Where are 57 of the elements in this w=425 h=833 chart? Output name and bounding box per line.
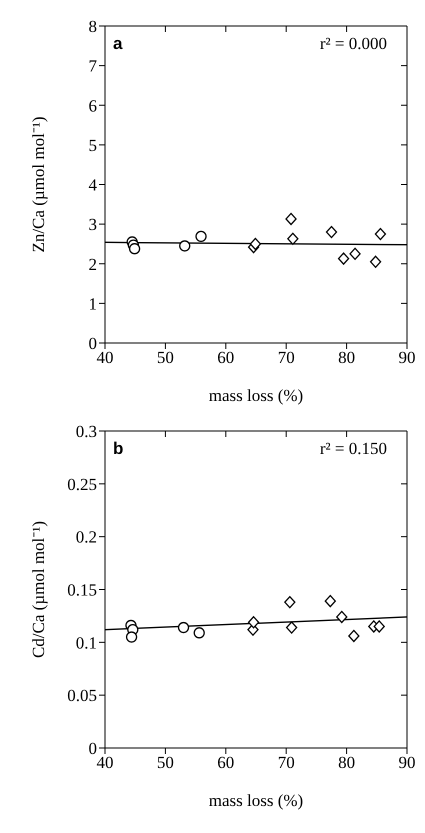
x-tick-label: 40 <box>96 753 114 772</box>
y-tick-label: 8 <box>88 17 97 36</box>
y-tick-label: 0.25 <box>67 474 97 494</box>
y-tick-label: 1 <box>88 294 97 314</box>
x-axis-title: mass loss (%) <box>208 386 304 405</box>
point <box>179 240 190 252</box>
point <box>287 232 298 245</box>
x-tick-label: 50 <box>156 348 174 368</box>
point <box>336 610 348 624</box>
point <box>348 630 360 642</box>
point <box>178 622 190 634</box>
y-axis-title: Zn/Ca (µmol mol⁻¹) <box>29 116 48 253</box>
y-tick-label: 0.3 <box>76 422 97 442</box>
point <box>128 243 140 254</box>
annotation: r² = 0.150 <box>320 439 387 459</box>
point <box>374 228 386 240</box>
y-tick-label: 2 <box>88 254 97 274</box>
y-tick-label: 0.2 <box>76 528 97 547</box>
y-axis-title: Cd/Ca (µmol mol⁻¹) <box>29 520 48 658</box>
x-tick-label: 90 <box>398 348 416 368</box>
point <box>349 248 361 260</box>
x-tick-label: 50 <box>156 753 174 772</box>
y-tick-label: 0 <box>88 739 97 758</box>
point <box>194 627 205 638</box>
y-tick-label: 7 <box>88 56 98 76</box>
point <box>248 616 260 628</box>
x-tick-label: 80 <box>338 753 356 772</box>
x-tick-label: 60 <box>217 753 234 772</box>
point <box>285 212 297 226</box>
x-tick-label: 90 <box>398 753 416 772</box>
x-tick-label: 40 <box>96 348 114 368</box>
point <box>374 620 385 633</box>
point <box>338 252 350 265</box>
point <box>250 238 262 250</box>
y-tick-label: 3 <box>88 215 97 234</box>
point <box>370 256 382 268</box>
point <box>195 230 207 242</box>
y-tick-label: 0 <box>88 334 97 354</box>
y-tick-label: 0.1 <box>76 633 97 652</box>
x-axis-title: mass loss (%) <box>208 791 304 810</box>
y-tick-label: 0.05 <box>67 686 97 706</box>
point <box>326 226 338 238</box>
annotation: r² = 0.000 <box>320 34 387 54</box>
x-tick-label: 80 <box>338 348 356 368</box>
y-tick-label: 4 <box>88 176 98 195</box>
annotation: a <box>113 34 122 54</box>
y-tick-label: 6 <box>88 96 97 116</box>
point <box>324 594 336 608</box>
point <box>286 621 298 634</box>
annotation: b <box>113 439 124 459</box>
x-tick-label: 60 <box>217 348 234 368</box>
x-tick-label: 70 <box>278 753 295 772</box>
point <box>284 596 296 608</box>
y-tick-label: 0.15 <box>67 580 97 600</box>
point <box>126 631 138 643</box>
x-tick-label: 70 <box>278 348 295 368</box>
y-tick-label: 5 <box>88 136 97 155</box>
